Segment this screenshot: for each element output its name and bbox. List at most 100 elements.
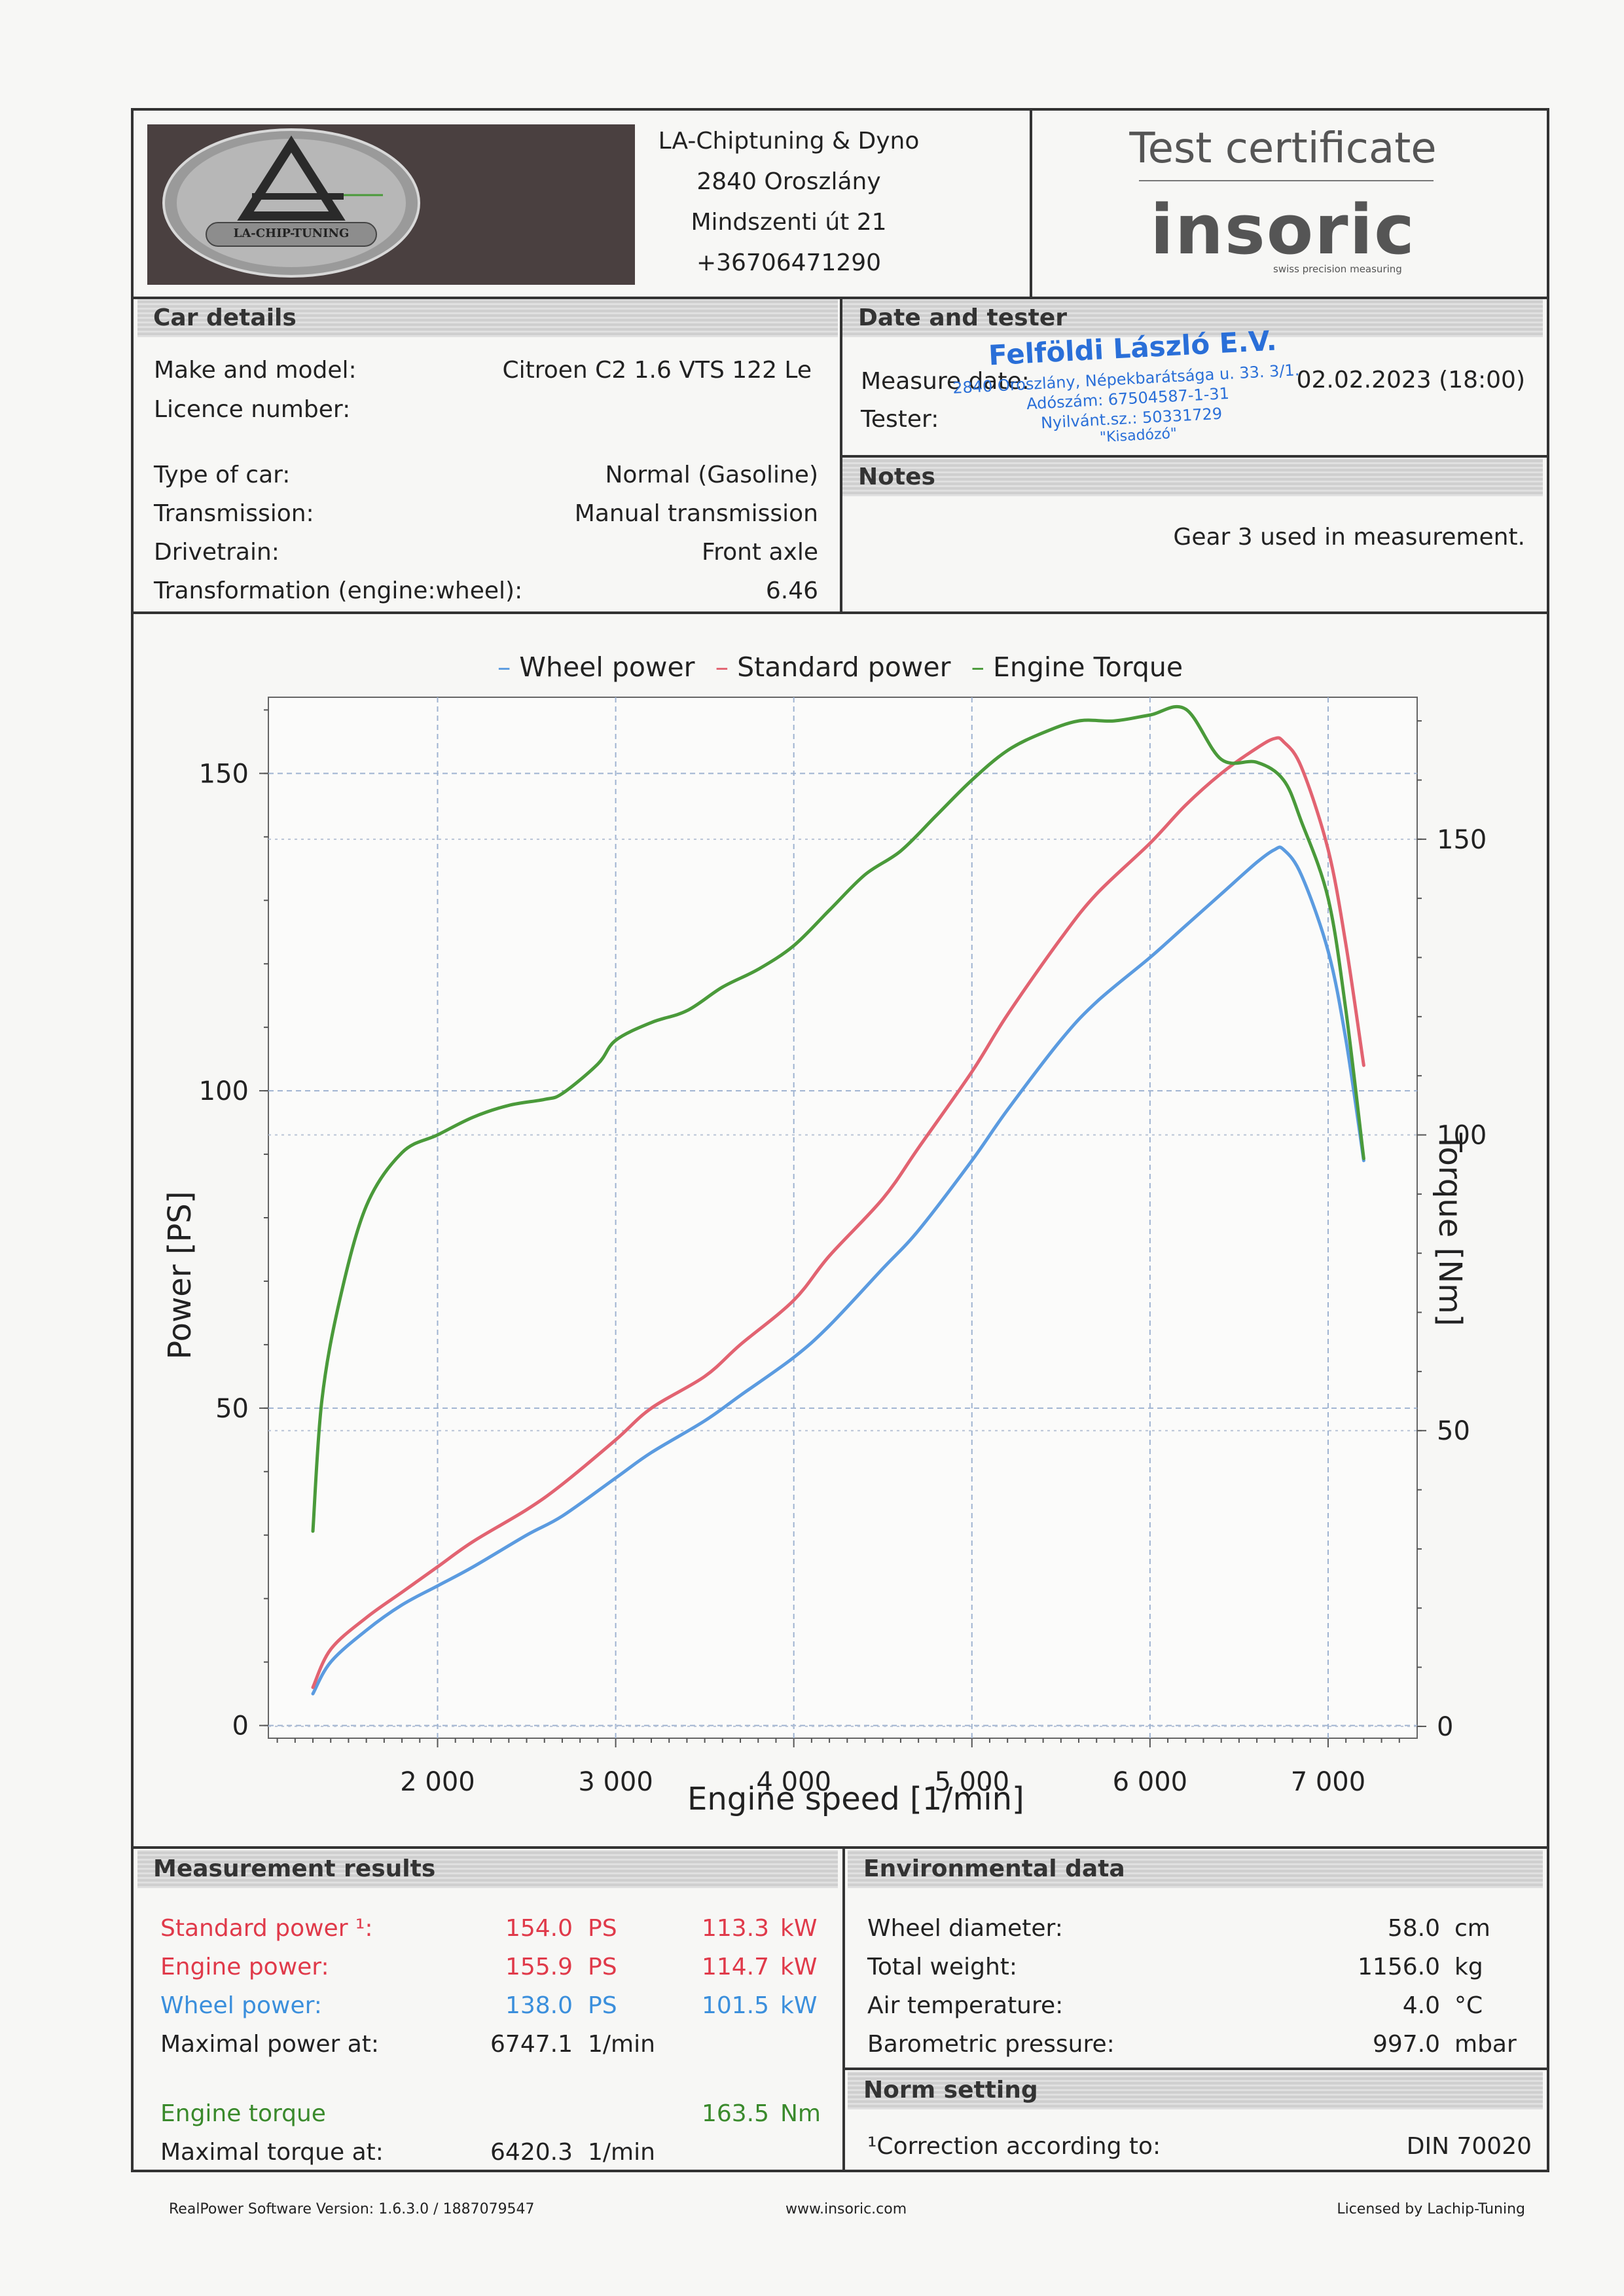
wheel-diameter-unit: cm	[1454, 1915, 1490, 1942]
footer-software-version: RealPower Software Version: 1.6.3.0 / 18…	[169, 2201, 535, 2217]
max-torque-value: 6420.3	[490, 2139, 573, 2166]
total-weight-value: 1156.0	[1358, 1954, 1440, 1980]
legend-wheel-power: Wheel power	[519, 651, 695, 683]
air-temperature-label: Air temperature:	[867, 1992, 1064, 2019]
y-axis-label: Power [PS]	[162, 1191, 198, 1360]
company-city: 2840 Oroszlány	[696, 168, 881, 195]
max-torque-label: Maximal torque at:	[160, 2139, 384, 2166]
standard-power-kw-unit: kW	[780, 1915, 818, 1942]
x-tick-label: 2 000	[400, 1767, 475, 1797]
y-tick-label: 0	[232, 1711, 249, 1741]
wheel-power-label: Wheel power:	[160, 1992, 322, 2019]
max-power-label: Maximal power at:	[160, 2031, 380, 2058]
y-tick-label: 50	[215, 1394, 249, 1424]
y-tick-label: 100	[199, 1076, 249, 1106]
transmission-value: Manual transmission	[574, 500, 818, 527]
norm-correction-label: ¹Correction according to:	[867, 2133, 1161, 2160]
brand-tagline: swiss precision measuring	[1273, 263, 1402, 275]
x-tick-label: 3 000	[578, 1767, 653, 1797]
notes-header: Notes	[842, 458, 1543, 496]
barometric-pressure-value: 997.0	[1372, 2031, 1440, 2058]
transformation-label: Transformation (engine:wheel):	[154, 577, 523, 604]
wheel-power-ps: 138.0	[505, 1992, 573, 2019]
car-details-header: Car details	[137, 299, 838, 337]
x-axis-label: Engine speed [1/min]	[687, 1781, 1024, 1817]
standard-power-ps-unit: PS	[588, 1915, 617, 1942]
y2-tick-label: 50	[1437, 1416, 1470, 1446]
company-logo: LA-CHIP-TUNING	[147, 124, 635, 285]
tester-label: Tester:	[861, 406, 939, 433]
x-tick-label: 7 000	[1291, 1767, 1366, 1797]
standard-power-label: Standard power ¹:	[160, 1915, 373, 1942]
car-details-heading: Car details	[153, 304, 297, 331]
engine-torque-unit: Nm	[780, 2100, 821, 2127]
max-torque-unit: 1/min	[588, 2139, 655, 2166]
page-frame	[131, 108, 1549, 2172]
make-value: Citroen C2 1.6 VTS 122 Le	[502, 357, 812, 384]
wheel-power-kw: 101.5	[701, 1992, 769, 2019]
engine-power-ps-unit: PS	[588, 1954, 617, 1980]
y2-tick-label: 150	[1437, 825, 1487, 855]
transmission-label: Transmission:	[154, 500, 314, 527]
date-tester-heading: Date and tester	[858, 304, 1067, 331]
notes-text: Gear 3 used in measurement.	[1173, 524, 1525, 551]
licence-label: Licence number:	[154, 396, 351, 423]
legend-standard-power: Standard power	[737, 651, 951, 683]
max-power-unit: 1/min	[588, 2031, 655, 2058]
standard-power-ps: 154.0	[505, 1915, 573, 1942]
header-divider	[1030, 108, 1032, 298]
x-tick-label: 5 000	[935, 1767, 1010, 1797]
total-weight-label: Total weight:	[867, 1954, 1018, 1980]
title-underline	[1139, 180, 1434, 181]
y2-tick-label: 0	[1437, 1712, 1453, 1742]
results-divider	[842, 1846, 845, 2172]
footer-licensed-by: Licensed by Lachip-Tuning	[1337, 2201, 1525, 2217]
environment-heading: Environmental data	[863, 1855, 1125, 1882]
max-power-value: 6747.1	[490, 2031, 573, 2058]
wheel-power-ps-unit: PS	[588, 1992, 617, 2019]
x-tick-label: 6 000	[1113, 1767, 1188, 1797]
drivetrain-value: Front axle	[701, 539, 818, 566]
norm-header: Norm setting	[848, 2071, 1543, 2109]
y-tick-label: 150	[199, 759, 249, 789]
environment-header: Environmental data	[848, 1850, 1543, 1888]
y2-tick-label: 100	[1437, 1121, 1487, 1151]
engine-power-label: Engine power:	[160, 1954, 329, 1980]
engine-torque-line	[311, 704, 1365, 1533]
divider-norm-top	[842, 2068, 1549, 2070]
y2-axis-label: Torque [Nm]	[1432, 1133, 1468, 1326]
barometric-pressure-label: Barometric pressure:	[867, 2031, 1115, 2058]
company-name: LA-Chiptuning & Dyno	[658, 128, 920, 155]
wheel-power-line	[311, 845, 1365, 1696]
brand-name: insoric	[1150, 190, 1416, 270]
legend-wheel-marker: –	[497, 651, 511, 683]
norm-correction-value: DIN 70020	[1406, 2133, 1532, 2160]
legend-standard-marker: –	[715, 651, 729, 683]
company-street: Mindszenti út 21	[691, 209, 887, 236]
x-tick-label: 4 000	[756, 1767, 831, 1797]
legend-engine-torque: Engine Torque	[993, 651, 1183, 683]
footer-website: www.insoric.com	[785, 2201, 907, 2217]
divider-notes-top	[840, 455, 1549, 458]
air-temperature-value: 4.0	[1402, 1992, 1440, 2019]
plot-area	[268, 697, 1418, 1739]
make-label: Make and model:	[154, 357, 357, 384]
standard-power-line	[311, 736, 1365, 1689]
notes-heading: Notes	[858, 464, 935, 490]
wheel-power-kw-unit: kW	[780, 1992, 818, 2019]
air-temperature-unit: °C	[1454, 1992, 1483, 2019]
divider-results-top	[131, 1846, 1549, 1849]
company-phone: +36706471290	[696, 249, 882, 276]
measurement-header: Measurement results	[137, 1850, 838, 1888]
type-value: Normal (Gasoline)	[605, 462, 819, 488]
legend-torque-marker: –	[971, 651, 984, 683]
logo-text: LA-CHIP-TUNING	[233, 227, 350, 240]
wheel-diameter-label: Wheel diameter:	[867, 1915, 1063, 1942]
measure-date-value: 02.02.2023 (18:00)	[1296, 367, 1525, 393]
certificate-title: Test certificate	[1129, 124, 1437, 173]
barometric-pressure-unit: mbar	[1454, 2031, 1517, 2058]
measure-date-label: Measure date:	[861, 368, 1030, 395]
engine-power-kw: 114.7	[701, 1954, 769, 1980]
